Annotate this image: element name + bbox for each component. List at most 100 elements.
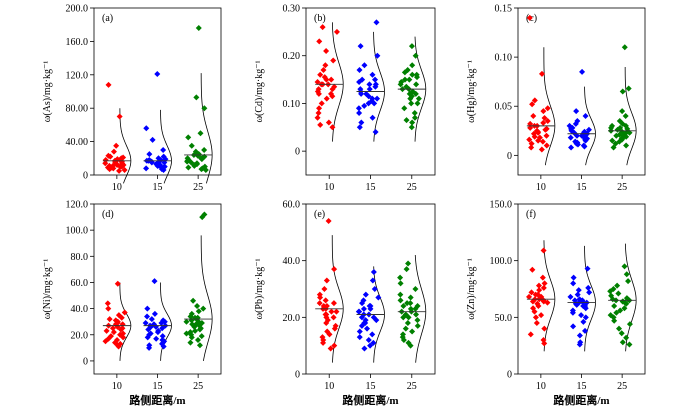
data-point bbox=[356, 109, 363, 116]
data-point bbox=[314, 114, 321, 121]
x-tick-label: 25 bbox=[407, 381, 417, 392]
data-point bbox=[327, 345, 334, 352]
data-point bbox=[609, 137, 616, 144]
density-curve bbox=[543, 47, 556, 166]
series-25 bbox=[607, 44, 637, 166]
data-point bbox=[411, 109, 418, 116]
data-point bbox=[144, 313, 151, 320]
data-point bbox=[325, 218, 332, 224]
data-point bbox=[102, 156, 109, 163]
data-point bbox=[529, 266, 536, 273]
data-point bbox=[113, 142, 120, 149]
data-point bbox=[534, 291, 541, 298]
data-point bbox=[142, 320, 149, 326]
data-point bbox=[362, 320, 369, 326]
data-point bbox=[541, 280, 548, 287]
data-point bbox=[412, 90, 419, 97]
data-point bbox=[621, 263, 628, 270]
data-point bbox=[198, 155, 205, 162]
data-point bbox=[328, 308, 335, 315]
data-point bbox=[144, 334, 151, 341]
data-point bbox=[625, 278, 632, 285]
y-tick-label: 100.0 bbox=[66, 226, 89, 237]
data-point bbox=[579, 68, 586, 75]
data-point bbox=[316, 300, 323, 307]
data-point bbox=[611, 303, 618, 309]
data-point bbox=[355, 105, 362, 112]
data-point bbox=[405, 260, 412, 267]
data-point bbox=[568, 144, 575, 151]
data-point bbox=[151, 310, 158, 317]
data-point bbox=[400, 314, 407, 321]
data-point bbox=[196, 342, 203, 349]
data-point bbox=[407, 342, 414, 349]
data-point bbox=[333, 28, 340, 35]
data-point bbox=[397, 291, 404, 298]
x-tick-label: 15 bbox=[153, 182, 163, 193]
data-point bbox=[315, 90, 322, 97]
data-point bbox=[146, 344, 153, 351]
data-point bbox=[366, 303, 373, 309]
density-curve bbox=[584, 245, 596, 352]
data-point bbox=[183, 330, 190, 337]
data-point bbox=[317, 294, 324, 301]
data-point bbox=[544, 117, 551, 124]
data-point bbox=[406, 76, 413, 83]
data-point bbox=[154, 329, 161, 336]
data-point bbox=[414, 317, 421, 324]
x-tick-label: 10 bbox=[112, 381, 122, 392]
data-point bbox=[573, 108, 580, 115]
data-point bbox=[201, 105, 208, 112]
y-tick-label: 80.0 bbox=[71, 252, 89, 263]
data-point bbox=[535, 129, 542, 136]
y-axis-label: ω(Ni)/mg·kg⁻¹ bbox=[42, 259, 53, 319]
data-point bbox=[191, 162, 198, 169]
data-point bbox=[188, 334, 195, 341]
data-point bbox=[402, 325, 409, 332]
data-point bbox=[184, 158, 191, 165]
y-tick-label: 160.0 bbox=[66, 37, 89, 48]
data-point bbox=[407, 95, 414, 102]
series-25 bbox=[183, 211, 213, 361]
data-point bbox=[356, 124, 363, 131]
data-point bbox=[527, 331, 534, 338]
data-point bbox=[318, 100, 325, 107]
data-point bbox=[326, 331, 333, 338]
x-tick-label: 25 bbox=[193, 182, 203, 193]
data-point bbox=[411, 114, 418, 121]
y-tick-label: 0.30 bbox=[283, 4, 301, 15]
data-point bbox=[540, 108, 547, 115]
density-curve bbox=[624, 66, 637, 166]
y-tick-label: 150.0 bbox=[490, 200, 513, 211]
y-tick-label: 0.10 bbox=[283, 99, 301, 110]
data-point bbox=[407, 300, 414, 307]
data-point bbox=[613, 132, 620, 139]
data-point bbox=[541, 115, 548, 122]
data-point bbox=[115, 343, 122, 350]
data-point bbox=[372, 129, 379, 136]
data-point bbox=[622, 113, 629, 120]
data-point bbox=[102, 338, 109, 345]
x-tick-label: 10 bbox=[536, 182, 546, 193]
data-point bbox=[193, 321, 200, 328]
x-tick-label: 10 bbox=[324, 381, 334, 392]
data-point bbox=[317, 121, 324, 128]
density-curve bbox=[160, 109, 172, 184]
data-point bbox=[571, 297, 578, 304]
data-point bbox=[110, 329, 117, 336]
data-point bbox=[528, 140, 535, 147]
data-point bbox=[154, 70, 161, 77]
data-point bbox=[414, 74, 421, 81]
data-point bbox=[202, 166, 209, 173]
data-point bbox=[195, 308, 202, 315]
data-point bbox=[198, 333, 205, 340]
data-point bbox=[119, 325, 126, 332]
series-15 bbox=[355, 266, 385, 363]
x-axis-label: 路侧距离/m bbox=[342, 393, 398, 407]
series-10 bbox=[526, 240, 556, 352]
data-point bbox=[146, 151, 153, 158]
data-point bbox=[615, 325, 622, 332]
data-point bbox=[582, 113, 589, 120]
data-point bbox=[535, 282, 542, 289]
data-point bbox=[528, 144, 535, 151]
